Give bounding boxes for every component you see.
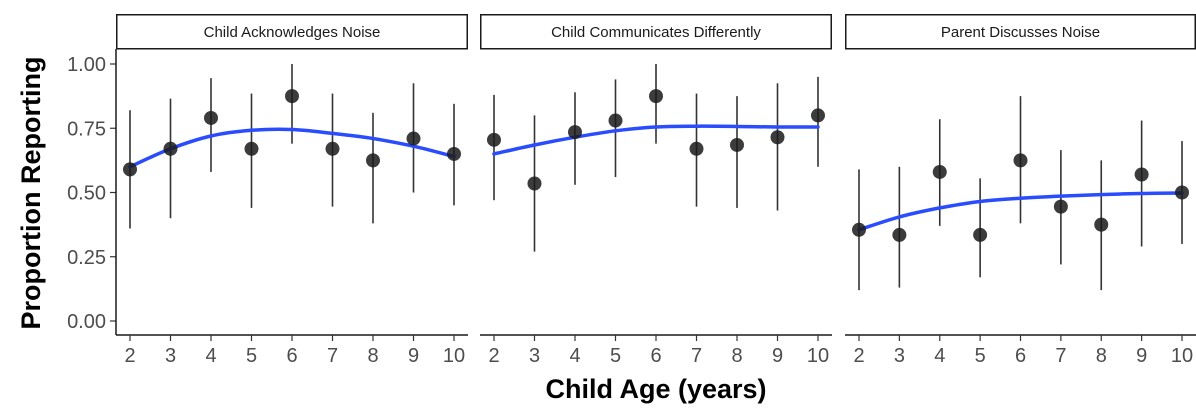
panel-2-data-point bbox=[811, 108, 825, 123]
panel-3-data-point bbox=[1094, 217, 1109, 232]
panel-1-strip-title: Child Acknowledges Noise bbox=[204, 24, 381, 41]
panel-2-x-tick-label: 2 bbox=[488, 345, 499, 367]
panel-2-strip bbox=[480, 14, 832, 50]
y-tick-label: 0.00 bbox=[67, 311, 106, 333]
panel-3-data-point bbox=[1053, 199, 1068, 214]
panel-1-x-tick-label: 3 bbox=[165, 345, 176, 367]
panel-3-x-tick-label: 9 bbox=[1136, 345, 1147, 367]
panel-1-x-tick-label: 9 bbox=[408, 345, 419, 367]
panel-1-x-tick-label: 8 bbox=[367, 345, 378, 367]
panel-1-data-point bbox=[447, 146, 461, 161]
panel-2-data-point bbox=[689, 141, 704, 156]
y-tick-label: 0.50 bbox=[67, 183, 106, 205]
y-tick-label: 0.75 bbox=[67, 118, 106, 140]
panel-1-data-point bbox=[325, 141, 340, 156]
panel-1-x-tick-label: 6 bbox=[286, 345, 297, 367]
panel-2-x-tick-label: 8 bbox=[731, 345, 742, 367]
panel-1-strip bbox=[116, 14, 468, 50]
y-axis-title: Proportion Reporting bbox=[16, 57, 46, 330]
panel-1-data-point bbox=[244, 141, 259, 156]
panel-3-x-tick-label: 8 bbox=[1096, 345, 1107, 367]
panel-3-data-point bbox=[1013, 153, 1028, 168]
y-tick-label: 0.25 bbox=[67, 247, 106, 269]
panel-3-data-point bbox=[973, 227, 988, 242]
panel-1-x-tick-label: 7 bbox=[327, 345, 338, 367]
panel-2-x-tick-label: 4 bbox=[569, 345, 580, 367]
panel-3-strip-title: Parent Discusses Noise bbox=[941, 24, 1100, 41]
panel-3-x-tick-label: 7 bbox=[1055, 345, 1066, 367]
y-tick-label: 1.00 bbox=[67, 54, 106, 76]
panel-3-data-point bbox=[892, 227, 907, 242]
panel-2-x-tick-label: 10 bbox=[807, 345, 829, 367]
panel-2-data-point bbox=[730, 137, 744, 152]
panel-2-x-tick-label: 7 bbox=[691, 345, 702, 367]
panel-2-x-tick-label: 6 bbox=[650, 345, 661, 367]
panel-3-data-point bbox=[852, 222, 866, 237]
panel-1-data-point bbox=[204, 110, 218, 125]
panel-2-data-point bbox=[649, 89, 663, 104]
panel-2-x-tick-label: 3 bbox=[529, 345, 540, 367]
panel-2-fit-curve bbox=[492, 124, 820, 156]
panel-1-x-tick-label: 5 bbox=[246, 345, 257, 367]
panel-1-x-tick-label: 2 bbox=[124, 345, 135, 367]
panel-3-fit-curve bbox=[857, 191, 1184, 232]
panel-2-data-point bbox=[527, 176, 542, 191]
panel-3-x-tick-label: 10 bbox=[1171, 345, 1193, 367]
panel-2-strip-title: Child Communicates Differently bbox=[551, 24, 761, 41]
panel-3-x-tick-label: 4 bbox=[934, 345, 945, 367]
panel-3-data-point bbox=[1134, 167, 1149, 182]
panel-3-x-tick-label: 2 bbox=[853, 345, 864, 367]
panel-1-data-point bbox=[406, 131, 421, 146]
panel-3-data-point bbox=[932, 164, 947, 179]
panel-2-data-point bbox=[568, 125, 582, 140]
panel-2-x-tick-label: 9 bbox=[772, 345, 783, 367]
panel-3-x-tick-label: 6 bbox=[1015, 345, 1026, 367]
panel-1-data-point bbox=[366, 153, 380, 168]
panel-2-data-point bbox=[608, 113, 623, 128]
panel-1-data-point bbox=[163, 141, 178, 156]
panel-1-fit-curve bbox=[128, 127, 456, 169]
panel-3-x-tick-label: 5 bbox=[975, 345, 986, 367]
panel-1-data-point bbox=[123, 162, 137, 177]
x-axis-title: Child Age (years) bbox=[545, 374, 766, 404]
panel-2-data-point bbox=[487, 132, 501, 147]
panel-3-data-point bbox=[1175, 185, 1189, 200]
panel-2-x-tick-label: 5 bbox=[610, 345, 621, 367]
panel-1-data-point bbox=[285, 89, 299, 104]
panel-1-x-tick-label: 10 bbox=[443, 345, 465, 367]
panel-2-data-point bbox=[770, 130, 785, 145]
panel-1-x-tick-label: 4 bbox=[205, 345, 216, 367]
panel-3-x-tick-label: 3 bbox=[894, 345, 905, 367]
panel-3-strip bbox=[845, 14, 1196, 50]
